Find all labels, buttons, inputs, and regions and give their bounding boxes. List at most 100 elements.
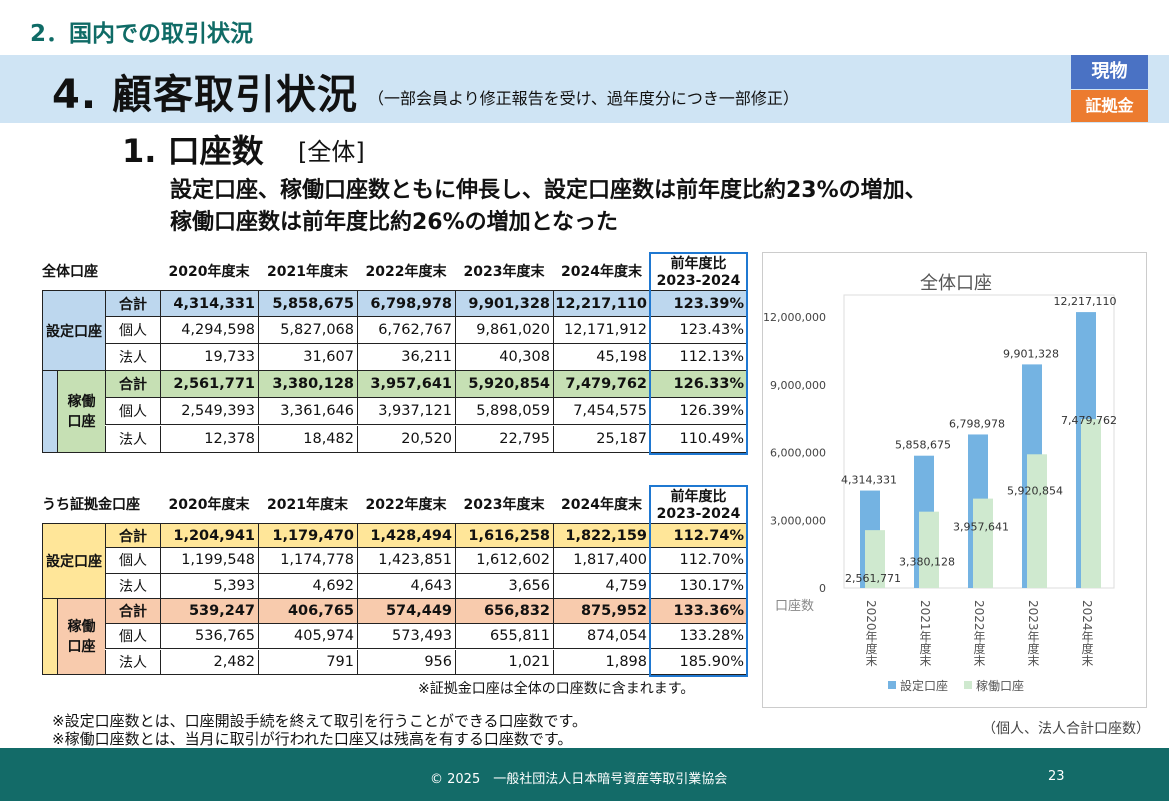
table-cell: 791 <box>258 649 357 675</box>
group-label: 設定口座 <box>42 523 105 599</box>
x-tick-label: 2024年度末 <box>1080 600 1094 667</box>
page-title: 4. 顧客取引状況 <box>52 72 358 118</box>
x-tick-label: 2021年度末 <box>918 600 932 667</box>
legend-swatch <box>964 681 972 689</box>
table-cell: 875,952 <box>553 598 650 625</box>
data-label-active: 3,380,128 <box>899 556 955 569</box>
row-label: 合計 <box>105 598 160 625</box>
row-label: 合計 <box>105 371 160 399</box>
bar-active-accounts <box>865 530 885 588</box>
row-label: 合計 <box>105 290 160 318</box>
table-cell: 123.39% <box>650 290 747 318</box>
table-cell: 1,174,778 <box>258 548 357 574</box>
column-header: 2021年度末 <box>267 497 348 513</box>
table-cell: 45,198 <box>553 344 650 372</box>
row-label: 個人 <box>105 624 160 650</box>
data-label-active: 5,920,854 <box>1007 484 1063 497</box>
chart-note: （個人、法人合計口座数） <box>982 721 1150 737</box>
y-tick-label: 0 <box>819 582 826 595</box>
table-cell: 112.74% <box>650 523 747 549</box>
row-label: 個人 <box>105 317 160 345</box>
table-cell: 4,692 <box>258 573 357 599</box>
table-cell: 1,616,258 <box>455 523 553 549</box>
data-label-active: 3,957,641 <box>953 521 1009 534</box>
data-label-setting: 6,798,978 <box>949 417 1005 430</box>
bar-active-accounts <box>1081 419 1101 588</box>
table-cell: 31,607 <box>258 344 357 372</box>
subtitle: 1. 口座数 <box>122 132 264 170</box>
table-cell: 874,054 <box>553 624 650 650</box>
table-cell: 5,393 <box>160 573 258 599</box>
table-cell: 1,179,470 <box>258 523 357 549</box>
legend-label: 設定口座 <box>900 678 948 693</box>
table-cell: 123.43% <box>650 317 747 345</box>
table-cell: 126.33% <box>650 371 747 399</box>
table-cell: 22,795 <box>455 425 553 453</box>
data-label-active: 2,561,771 <box>845 572 901 585</box>
group-label: 稼働 口座 <box>57 598 105 675</box>
column-header: 2022年度末 <box>365 497 447 513</box>
table-cell: 1,423,851 <box>357 548 455 574</box>
table-cell: 536,765 <box>160 624 258 650</box>
table-cell: 956 <box>357 649 455 675</box>
table-cell: 2,549,393 <box>160 398 258 426</box>
lead-line-2: 稼働口座数は前年度比約26%の増加となった <box>170 210 618 235</box>
data-label-setting: 5,858,675 <box>895 439 951 452</box>
table-cell: 656,832 <box>455 598 553 625</box>
bar-chart: 全体口座 0 3,000,000 6,000,000 9,000,000 12,000,0… <box>763 273 1117 693</box>
table-cell: 4,643 <box>357 573 455 599</box>
margin-badge: 証拠金 <box>1071 90 1148 122</box>
table-cell: 19,733 <box>160 344 258 372</box>
table-cell: 185.90% <box>650 649 747 675</box>
table-cell: 12,217,110 <box>553 290 650 318</box>
table-cell: 3,656 <box>455 573 553 599</box>
table-title: 全体口座 <box>42 264 98 280</box>
table-cell: 7,479,762 <box>553 371 650 399</box>
table-cell: 5,858,675 <box>258 290 357 318</box>
table-cell: 9,901,328 <box>455 290 553 318</box>
row-label: 法人 <box>105 344 160 372</box>
x-tick-label: 2020年度末 <box>864 600 878 667</box>
table-cell: 4,314,331 <box>160 290 258 318</box>
table-cell: 1,204,941 <box>160 523 258 549</box>
table-cell: 110.49% <box>650 425 747 453</box>
subtitle-scope: [全体] <box>298 138 365 166</box>
chart-container: 全体口座 0 3,000,000 6,000,000 9,000,000 12,000,0… <box>762 252 1147 708</box>
row-label: 法人 <box>105 573 160 599</box>
table-cell: 1,898 <box>553 649 650 675</box>
table-cell: 36,211 <box>357 344 455 372</box>
title-band <box>0 55 1169 123</box>
table-cell: 1,428,494 <box>357 523 455 549</box>
table-cell: 112.13% <box>650 344 747 372</box>
table-cell: 12,171,912 <box>553 317 650 345</box>
table-cell: 133.36% <box>650 598 747 625</box>
row-label: 合計 <box>105 523 160 549</box>
table-cell: 112.70% <box>650 548 747 574</box>
table-cell: 5,920,854 <box>455 371 553 399</box>
x-tick-label: 2023年度末 <box>1026 600 1040 667</box>
y-axis-label: 口座数 <box>775 599 814 614</box>
column-header: 2021年度末 <box>267 264 348 280</box>
table-cell: 5,827,068 <box>258 317 357 345</box>
data-label-setting: 12,217,110 <box>1054 295 1117 308</box>
footer: © 2025 一般社団法人日本暗号資産等取引業協会 23 <box>0 748 1169 801</box>
footnote-2: ※稼働口座数とは、当月に取引が行われた口座又は残高を有する口座数です。 <box>52 730 573 748</box>
table-cell: 6,762,767 <box>357 317 455 345</box>
table-cell: 3,361,646 <box>258 398 357 426</box>
legend-label: 稼働口座 <box>976 678 1024 693</box>
table-cell: 9,861,020 <box>455 317 553 345</box>
table-cell: 2,561,771 <box>160 371 258 399</box>
y-tick-label: 6,000,000 <box>770 447 826 460</box>
bar-active-accounts <box>973 498 993 588</box>
bar-active-accounts <box>1027 454 1047 588</box>
legend-swatch <box>888 681 896 689</box>
table-note: ※証拠金口座は全体の口座数に含まれます。 <box>418 681 695 697</box>
column-header: 前年度比 2023-2024 <box>656 256 741 289</box>
table-cell: 4,759 <box>553 573 650 599</box>
table-cell: 1,199,548 <box>160 548 258 574</box>
table-cell: 126.39% <box>650 398 747 426</box>
table-cell: 539,247 <box>160 598 258 625</box>
table-cell: 2,482 <box>160 649 258 675</box>
table-cell: 574,449 <box>357 598 455 625</box>
footnote-1: ※設定口座数とは、口座開設手続を終えて取引を行うことができる口座数です。 <box>52 712 588 730</box>
